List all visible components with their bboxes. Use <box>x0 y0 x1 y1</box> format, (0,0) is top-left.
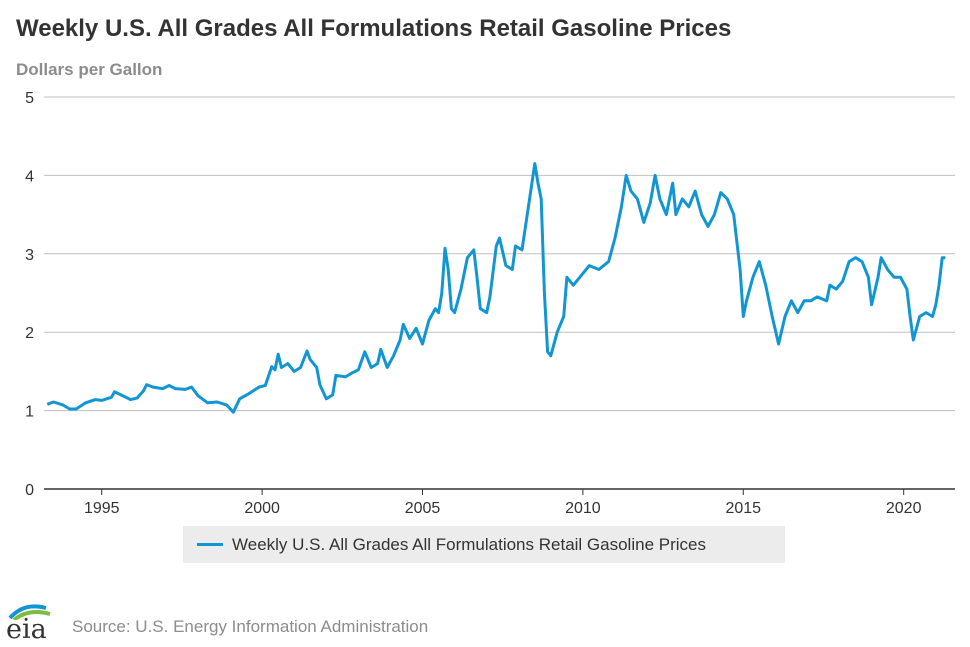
y-tick-label: 3 <box>25 247 34 264</box>
chart-title: Weekly U.S. All Grades All Formulations … <box>16 15 732 42</box>
y-tick-label: 4 <box>25 168 34 185</box>
x-tick-label: 2015 <box>725 500 761 517</box>
gridlines <box>44 96 955 490</box>
legend-swatch <box>197 543 223 546</box>
x-tick-label: 2005 <box>405 500 441 517</box>
legend-label: Weekly U.S. All Grades All Formulations … <box>232 534 706 554</box>
eia-logo-text: eia <box>6 614 47 645</box>
legend[interactable]: Weekly U.S. All Grades All Formulations … <box>183 526 785 563</box>
y-tick-label: 0 <box>25 482 34 499</box>
eia-logo-arcs-icon <box>8 604 51 620</box>
x-tick-label: 2000 <box>244 500 280 517</box>
y-tick-label: 2 <box>25 325 34 342</box>
y-tick-label: 1 <box>25 404 34 421</box>
source-note: Source: U.S. Energy Information Administ… <box>72 617 429 636</box>
series-lines <box>46 162 946 414</box>
x-tick-label: 1995 <box>84 500 120 517</box>
eia-logo: eia <box>6 600 62 645</box>
y-tick-labels: 0 1 2 3 4 5 <box>25 90 34 499</box>
x-tick-labels: 1995 2000 2005 2010 2015 2020 <box>84 489 922 517</box>
series-line[interactable] <box>46 162 946 414</box>
x-tick-label: 2020 <box>886 500 922 517</box>
y-tick-label: 5 <box>25 90 34 107</box>
x-tick-label: 2010 <box>565 500 601 517</box>
y-axis-units-label: Dollars per Gallon <box>16 60 163 79</box>
